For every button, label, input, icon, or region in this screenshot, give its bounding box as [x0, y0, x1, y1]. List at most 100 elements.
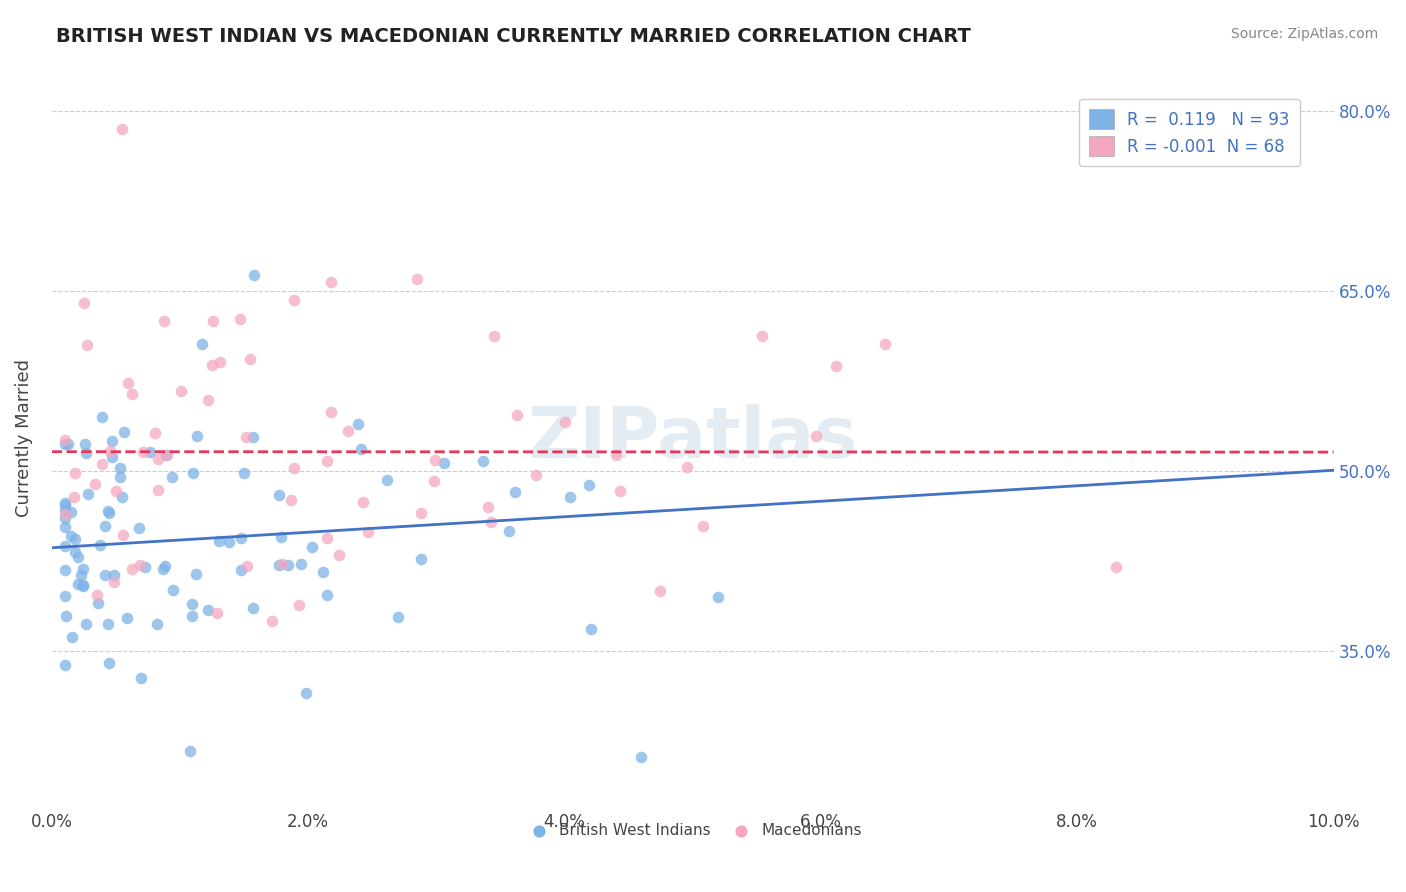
Point [83, 476, 105, 491]
Point [692, 518, 714, 533]
Point [153, 559, 176, 574]
Point [66, 577, 89, 591]
Point [218, 535, 240, 549]
Point [336, 424, 359, 438]
Point [117, 610, 139, 624]
Point [260, 614, 283, 628]
Point [825, 359, 848, 374]
Point [139, 445, 162, 459]
Point [352, 494, 374, 508]
Point [346, 417, 368, 431]
Point [111, 528, 134, 542]
Point [648, 584, 671, 599]
Point [433, 456, 456, 470]
Point [406, 271, 429, 285]
Point [101, 434, 124, 449]
Point [707, 591, 730, 605]
Point [283, 461, 305, 475]
Point [288, 598, 311, 612]
Point [96, 504, 118, 518]
Point [72, 578, 94, 592]
Point [76, 337, 98, 351]
Point [129, 672, 152, 686]
Point [160, 470, 183, 484]
Point [280, 492, 302, 507]
Point [59, 505, 82, 519]
Point [105, 484, 128, 499]
Point [72, 562, 94, 576]
Point [477, 500, 499, 514]
Point [479, 516, 502, 530]
Point [97, 617, 120, 632]
Point [98, 656, 121, 670]
Y-axis label: Currently Married: Currently Married [15, 359, 32, 517]
Point [93, 519, 115, 533]
Point [53, 539, 76, 553]
Point [554, 415, 576, 429]
Point [609, 484, 631, 499]
Text: ZIPatlas: ZIPatlas [527, 404, 858, 473]
Point [806, 429, 828, 443]
Point [423, 474, 446, 488]
Point [111, 121, 134, 136]
Point [503, 484, 526, 499]
Point [121, 562, 143, 576]
Point [186, 429, 208, 443]
Point [53, 434, 76, 448]
Point [472, 453, 495, 467]
Point [239, 351, 262, 366]
Point [53, 496, 76, 510]
Point [301, 540, 323, 554]
Point [98, 444, 121, 458]
Point [377, 473, 399, 487]
Point [75, 437, 97, 451]
Point [131, 445, 153, 459]
Point [235, 559, 257, 574]
Point [242, 430, 264, 444]
Point [184, 567, 207, 582]
Point [277, 558, 299, 572]
Point [875, 336, 897, 351]
Point [148, 483, 170, 497]
Point [53, 563, 76, 577]
Point [498, 524, 520, 539]
Point [506, 408, 529, 422]
Point [121, 387, 143, 401]
Point [75, 445, 97, 459]
Point [197, 393, 219, 408]
Point [423, 453, 446, 467]
Point [90, 457, 112, 471]
Point [179, 744, 201, 758]
Point [208, 534, 231, 549]
Point [579, 622, 602, 636]
Point [560, 490, 582, 504]
Point [162, 582, 184, 597]
Point [103, 568, 125, 582]
Point [55, 609, 77, 624]
Point [232, 467, 254, 481]
Point [319, 404, 342, 418]
Point [181, 466, 204, 480]
Point [228, 311, 250, 326]
Point [53, 437, 76, 451]
Point [316, 453, 339, 467]
Point [146, 617, 169, 632]
Point [270, 530, 292, 544]
Point [155, 448, 177, 462]
Point [269, 488, 291, 502]
Point [312, 565, 335, 579]
Point [91, 410, 114, 425]
Text: Source: ZipAtlas.com: Source: ZipAtlas.com [1230, 27, 1378, 41]
Point [357, 524, 380, 539]
Point [86, 589, 108, 603]
Point [112, 425, 135, 440]
Point [156, 448, 179, 462]
Point [328, 548, 350, 562]
Point [229, 563, 252, 577]
Point [181, 608, 204, 623]
Point [72, 579, 94, 593]
Point [191, 337, 214, 351]
Point [103, 575, 125, 590]
Point [270, 558, 292, 572]
Legend: British West Indians, Macedonians: British West Indians, Macedonians [517, 817, 868, 845]
